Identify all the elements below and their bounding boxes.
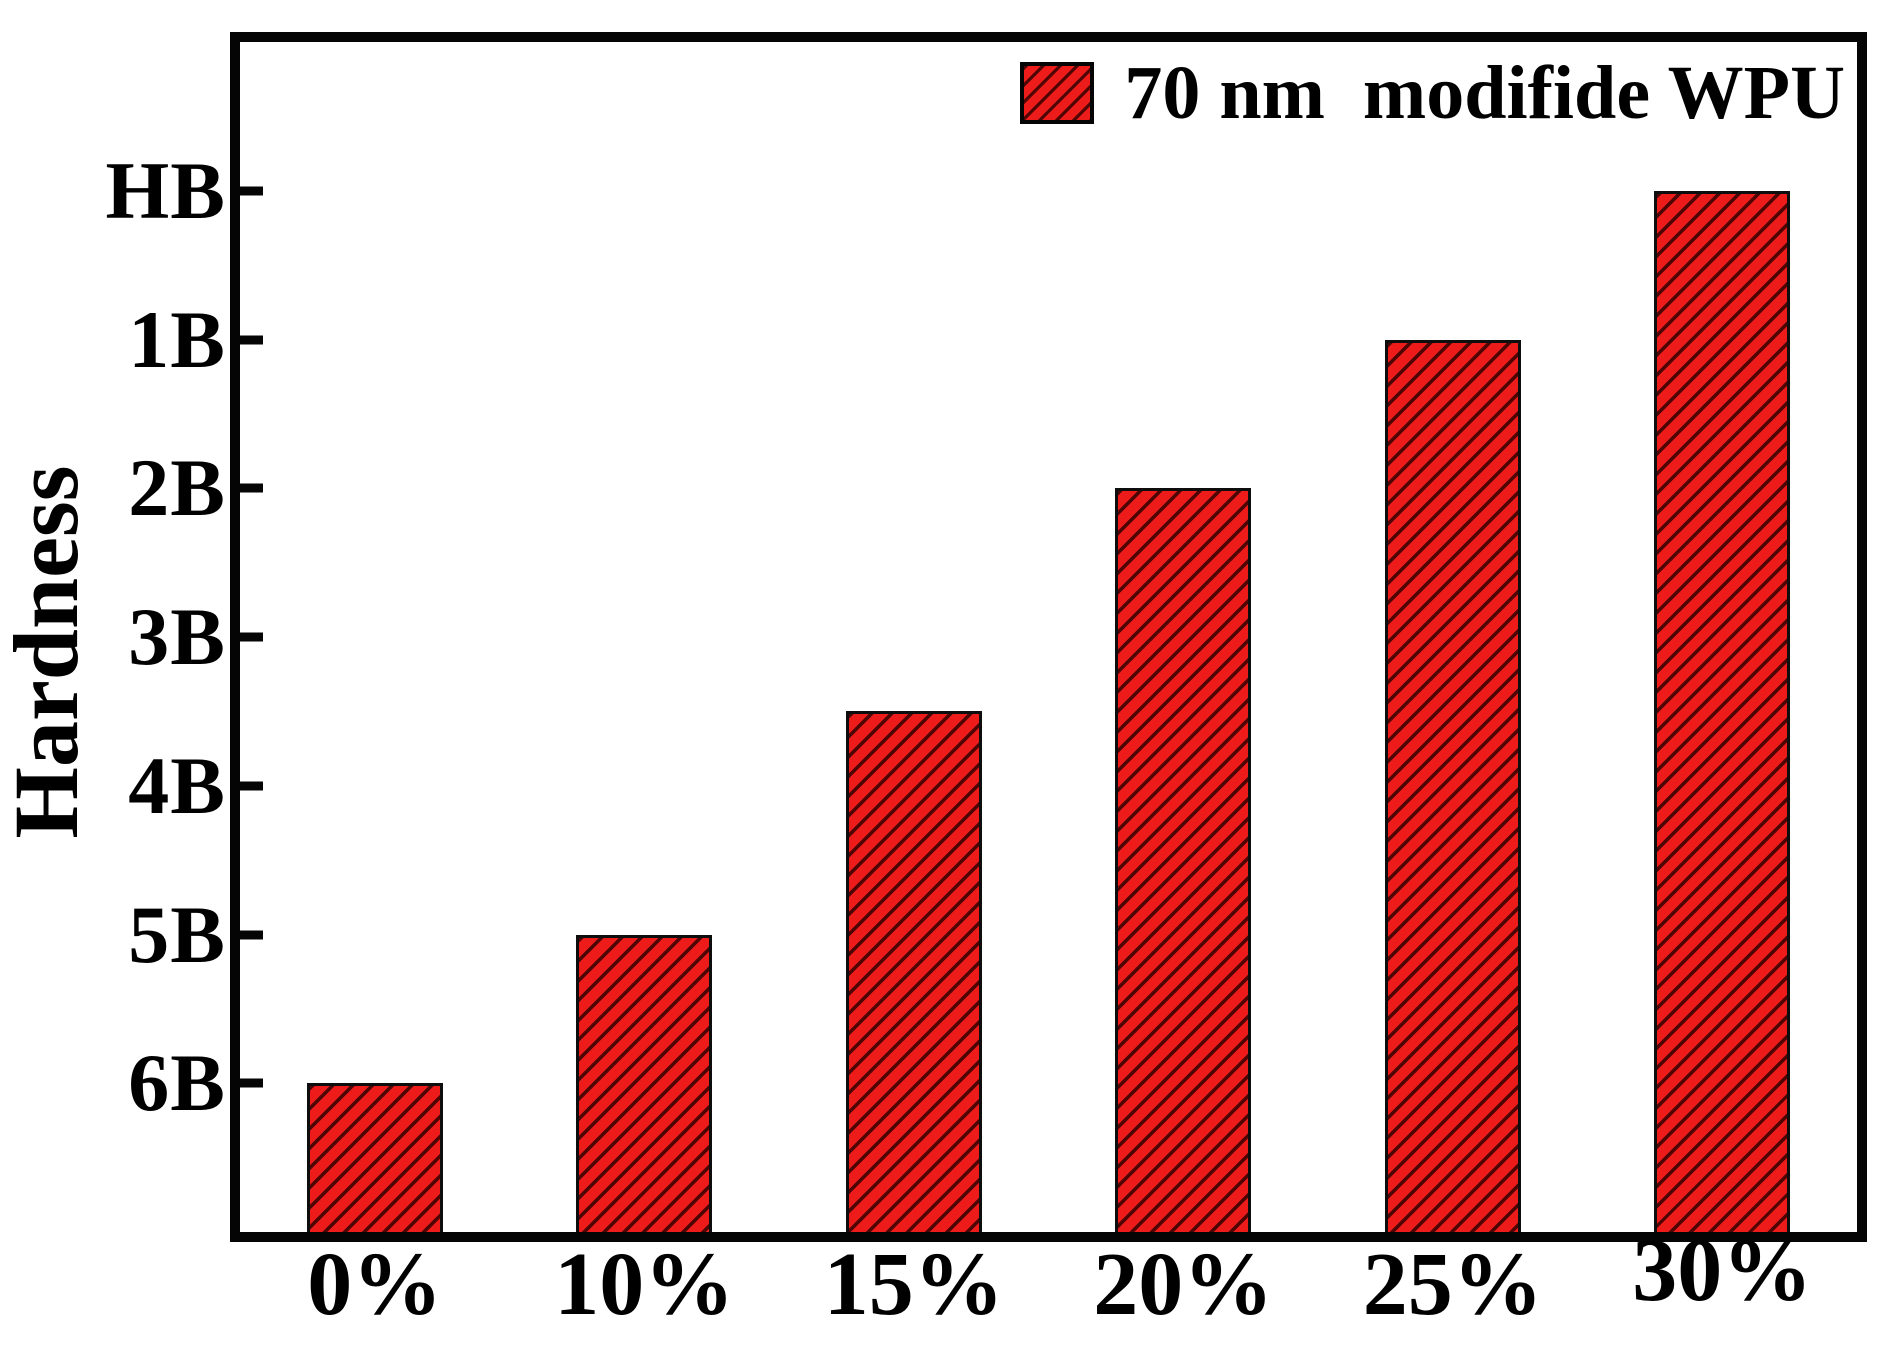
x-axis-label-20%: 20% <box>1093 1235 1274 1334</box>
x-axis-label-30%: 30% <box>1632 1221 1813 1320</box>
x-axis-label-0%: 0% <box>307 1235 443 1334</box>
legend-label: 70 nm modifide WPU <box>1124 51 1845 135</box>
y-axis-tick <box>240 335 263 344</box>
bar-20% <box>1115 488 1252 1232</box>
legend-swatch-red-hatched-icon <box>1020 62 1095 124</box>
y-axis-tick-label: 5B <box>128 888 226 980</box>
bar-15% <box>845 711 982 1232</box>
y-axis-tick <box>240 781 263 791</box>
bar-30% <box>1654 190 1791 1232</box>
y-axis-tick <box>240 930 263 939</box>
bar-10% <box>576 934 713 1232</box>
x-axis-label-25%: 25% <box>1362 1235 1543 1334</box>
y-axis-tick-label: 6B <box>128 1037 226 1129</box>
bar-25% <box>1384 339 1521 1232</box>
bar-0% <box>306 1083 443 1232</box>
y-axis-tick-label: 4B <box>128 739 226 831</box>
y-axis-tick <box>240 186 263 196</box>
x-axis-label-10%: 10% <box>554 1235 735 1334</box>
y-axis-tick-label: 2B <box>128 442 226 534</box>
y-axis-tick-label: 3B <box>128 591 226 682</box>
y-axis-tick-label: HB <box>105 144 226 236</box>
y-axis-tick-label: 1B <box>128 293 226 385</box>
plot-area: 70 nm modifide WPU <box>230 32 1867 1242</box>
y-axis-tick <box>240 483 263 493</box>
y-axis-tick <box>240 632 263 642</box>
legend: 70 nm modifide WPU <box>1020 55 1845 131</box>
x-axis-label-15%: 15% <box>823 1235 1004 1334</box>
y-axis-tick <box>240 1078 263 1088</box>
